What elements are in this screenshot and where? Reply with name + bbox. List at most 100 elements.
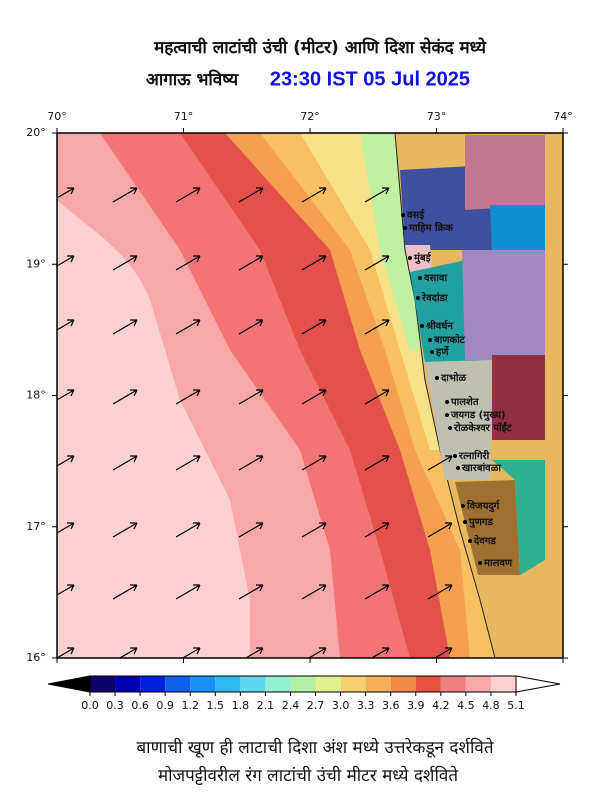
state xyxy=(465,135,545,210)
place-dot xyxy=(445,400,449,404)
state xyxy=(492,460,545,575)
color-box xyxy=(465,676,491,692)
color-box xyxy=(315,676,341,692)
color-box xyxy=(340,676,366,692)
place-dot xyxy=(420,324,424,328)
lon-label: 72° xyxy=(300,110,320,123)
place-label: जयगड (मुख्य) xyxy=(450,410,505,421)
arrow xyxy=(112,255,138,271)
arrow xyxy=(364,455,390,471)
arrow xyxy=(112,187,138,203)
arrow xyxy=(238,319,264,335)
arrow xyxy=(175,255,201,271)
axes: 70° 71° 72° 73° 74° 20° 19° 18° 17° 16° xyxy=(26,110,573,664)
lon-label: 73° xyxy=(427,110,447,123)
arrow xyxy=(112,522,138,538)
district xyxy=(405,245,432,272)
colorbar-label: 3.6 xyxy=(382,699,400,712)
place-dot xyxy=(428,338,432,342)
place-label: माहिम क्रिक xyxy=(408,221,454,234)
lat-label: 18° xyxy=(26,389,46,402)
place-label: रेवदांडा xyxy=(421,291,448,304)
state xyxy=(462,250,545,360)
colorbar-label: 0.0 xyxy=(81,699,99,712)
colorbar-label: 2.7 xyxy=(307,699,325,712)
colorbar-label: 1.8 xyxy=(232,699,250,712)
color-box xyxy=(265,676,291,692)
place-dot xyxy=(448,426,452,430)
colorbar-label: 1.5 xyxy=(207,699,225,712)
place-label: पुणगड xyxy=(468,517,494,528)
place-label: वसावा xyxy=(423,273,447,284)
arrow xyxy=(364,255,390,271)
arrow xyxy=(301,319,327,335)
arrow xyxy=(118,647,138,658)
arrow xyxy=(175,319,201,335)
arrows xyxy=(57,187,453,658)
arrow xyxy=(301,584,327,600)
arrow xyxy=(181,647,201,658)
color-box xyxy=(490,676,516,692)
place-label: हर्णे xyxy=(435,345,450,358)
arrow xyxy=(427,584,453,600)
arrow xyxy=(112,455,138,471)
lon-label: 71° xyxy=(174,110,194,123)
color-box xyxy=(440,676,466,692)
arrow xyxy=(364,389,390,405)
place-label: पालशेत xyxy=(450,395,480,408)
lat-label: 17° xyxy=(26,520,46,533)
footer-line: मोजपट्टीवरील रंग लाटांची उंची मीटर मध्ये… xyxy=(158,765,458,786)
arrow xyxy=(57,584,75,596)
arrow xyxy=(238,389,264,405)
title: महत्वाची लाटांची उंची (मीटर) आणि दिशा से… xyxy=(153,37,487,58)
arrow xyxy=(364,319,390,335)
color-box xyxy=(240,676,266,692)
subtitle: आगाऊ भविष्य xyxy=(146,69,239,90)
color-box xyxy=(390,676,416,692)
arrow xyxy=(301,522,327,538)
lon-label: 70° xyxy=(47,110,67,123)
arrow xyxy=(57,522,75,534)
place-dot xyxy=(445,413,449,417)
arrow xyxy=(433,647,453,658)
place-label: मालवण xyxy=(483,558,513,569)
arrow xyxy=(57,319,75,331)
place-label: वसई xyxy=(406,208,425,221)
state xyxy=(545,133,563,658)
color-box xyxy=(415,676,441,692)
colorbar-frame xyxy=(89,675,517,693)
place-label: विजयदुर्ग xyxy=(466,499,500,513)
place-label: श्रीवर्धन xyxy=(425,319,453,332)
color-box xyxy=(290,676,316,692)
arrow xyxy=(301,255,327,271)
place-dot xyxy=(401,213,405,217)
colorbar-label: 3.3 xyxy=(357,699,375,712)
place-dot xyxy=(456,466,460,470)
over-triangle xyxy=(515,675,561,693)
place-dot xyxy=(461,504,465,508)
under-triangle xyxy=(47,675,91,693)
colorbar-label: 0.3 xyxy=(106,699,124,712)
arrow xyxy=(238,522,264,538)
place-dot xyxy=(463,520,467,524)
place-label: दाभोळ xyxy=(440,371,467,384)
place-label: देवगड xyxy=(473,534,497,547)
colorbar-label: 0.6 xyxy=(131,699,149,712)
arrow xyxy=(175,187,201,203)
district xyxy=(455,480,520,575)
place-label: रोळकेश्वर पॉईंट xyxy=(453,421,513,434)
arrow xyxy=(364,187,390,203)
arrow xyxy=(57,255,75,267)
arrow xyxy=(238,255,264,271)
state xyxy=(490,205,545,250)
place-dot xyxy=(430,350,434,354)
place-label: खारबांवळा xyxy=(461,462,501,474)
color-box xyxy=(190,676,216,692)
color-box xyxy=(215,676,241,692)
arrow xyxy=(57,187,75,199)
arrow xyxy=(364,584,390,600)
footer-line: बाणाची खूण ही लाटाची दिशा अंश मध्ये उत्त… xyxy=(136,737,493,758)
colorbar-label: 0.9 xyxy=(156,699,174,712)
